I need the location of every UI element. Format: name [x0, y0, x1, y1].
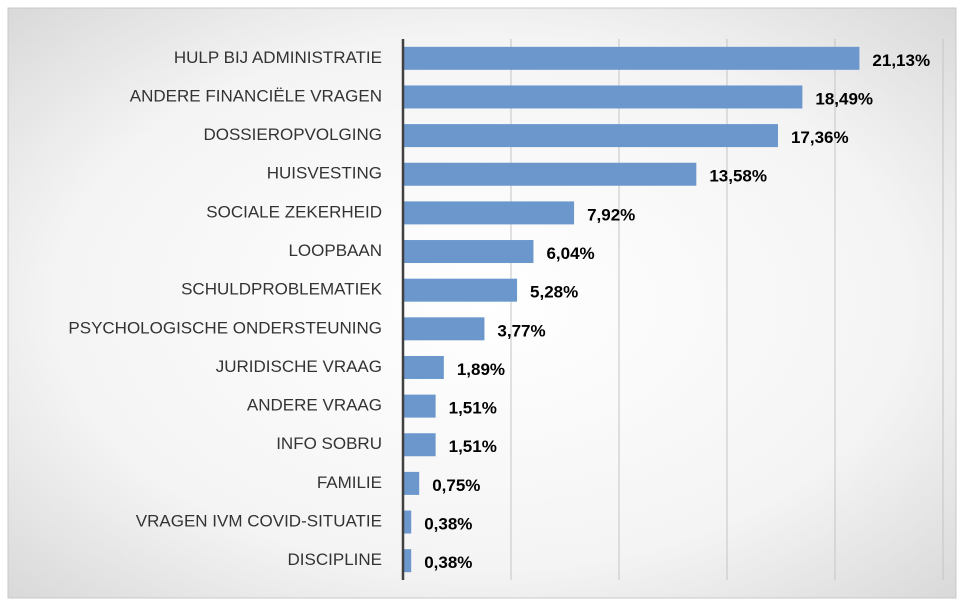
bar	[403, 433, 436, 457]
category-label: DOSSIEROPVOLGING	[203, 125, 382, 144]
bar	[403, 355, 444, 379]
category-label: SOCIALE ZEKERHEID	[206, 202, 382, 221]
value-label: 1,51%	[449, 437, 497, 456]
category-label: ANDERE FINANCIËLE VRAGEN	[130, 86, 382, 105]
category-label: PSYCHOLOGISCHE ONDERSTEUNING	[68, 318, 382, 337]
bar	[403, 549, 412, 573]
category-label: INFO SOBRU	[276, 434, 382, 453]
category-label: HULP BIJ ADMINISTRATIE	[174, 48, 382, 67]
value-label: 3,77%	[497, 321, 545, 340]
category-label: DISCIPLINE	[288, 550, 382, 569]
bar	[403, 394, 436, 418]
category-label: JURIDISCHE VRAAG	[216, 357, 382, 376]
value-label: 13,58%	[709, 167, 767, 186]
bar	[403, 46, 860, 70]
value-label: 17,36%	[791, 128, 849, 147]
value-label: 7,92%	[587, 205, 635, 224]
value-label: 1,51%	[449, 399, 497, 418]
value-label: 0,75%	[432, 476, 480, 495]
bar	[403, 471, 420, 495]
value-label: 5,28%	[530, 283, 578, 302]
bar	[403, 278, 518, 302]
bar	[403, 124, 778, 148]
category-label: VRAGEN IVM COVID-SITUATIE	[136, 512, 382, 531]
bar	[403, 317, 485, 341]
category-label: LOOPBAAN	[288, 241, 382, 260]
category-label: SCHULDPROBLEMATIEK	[181, 280, 383, 299]
bar	[403, 240, 534, 264]
value-label: 1,89%	[457, 360, 505, 379]
category-label: FAMILIE	[317, 473, 382, 492]
bar	[403, 162, 697, 186]
bar	[403, 510, 412, 534]
value-label: 0,38%	[424, 515, 472, 534]
value-label: 0,38%	[424, 553, 472, 572]
value-label: 6,04%	[546, 244, 594, 263]
bar	[403, 85, 803, 109]
value-label: 18,49%	[815, 89, 873, 108]
bar	[403, 201, 575, 225]
value-label: 21,13%	[872, 51, 930, 70]
category-label: HUISVESTING	[267, 164, 382, 183]
category-label: ANDERE VRAAG	[247, 396, 382, 415]
